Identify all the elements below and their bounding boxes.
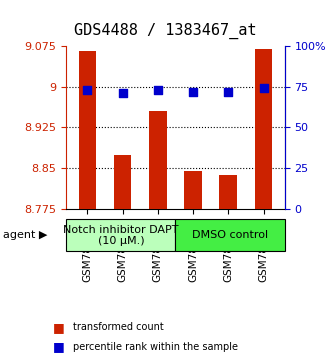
Bar xyxy=(219,175,237,209)
Text: transformed count: transformed count xyxy=(73,322,164,332)
Point xyxy=(190,89,196,95)
Point xyxy=(155,87,161,93)
Bar xyxy=(78,51,96,209)
Bar xyxy=(149,111,166,209)
Point xyxy=(261,86,266,91)
Text: ■: ■ xyxy=(53,321,65,334)
Text: GDS4488 / 1383467_at: GDS4488 / 1383467_at xyxy=(74,23,257,39)
Text: percentile rank within the sample: percentile rank within the sample xyxy=(73,342,238,352)
Text: Notch inhibitor DAPT
(10 μM.): Notch inhibitor DAPT (10 μM.) xyxy=(63,224,178,246)
Bar xyxy=(114,155,131,209)
Text: agent ▶: agent ▶ xyxy=(3,230,48,240)
Text: DMSO control: DMSO control xyxy=(192,230,268,240)
Text: ■: ■ xyxy=(53,341,65,353)
Bar xyxy=(255,49,272,209)
Point xyxy=(120,90,125,96)
Bar xyxy=(184,171,202,209)
Point xyxy=(85,87,90,93)
Point xyxy=(226,89,231,95)
